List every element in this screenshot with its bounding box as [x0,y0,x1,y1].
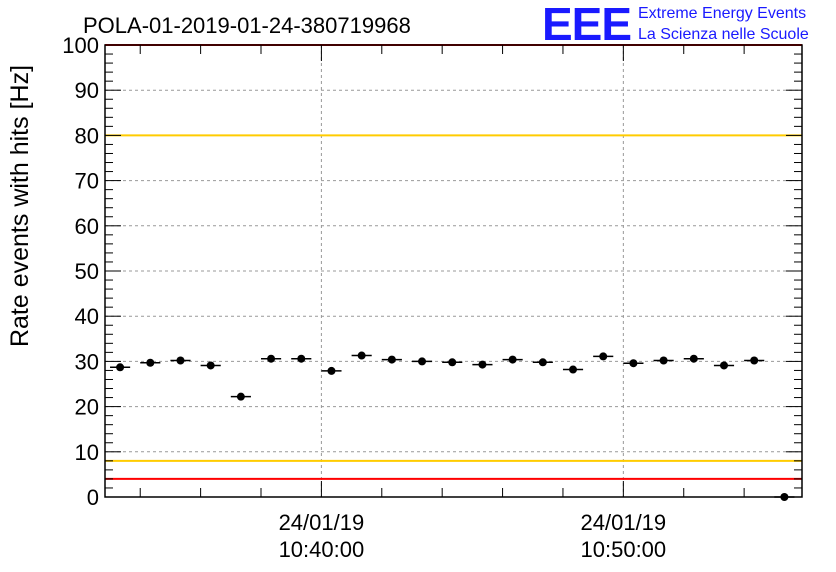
x-tick-label-time: 10:50:00 [581,537,667,562]
y-tick-label: 100 [62,33,99,58]
data-point [448,358,457,367]
reference-lines [105,44,802,480]
data-point [236,392,245,401]
data-point [750,356,759,365]
y-tick-label: 20 [75,395,99,420]
data-point [689,354,698,363]
logo-line-2: La Scienza nelle Scuole [638,26,809,43]
y-tick-label: 70 [75,169,99,194]
data-point [659,356,668,365]
data-point [116,363,125,372]
data-point [206,361,215,370]
data-point [508,355,517,364]
y-tick-label: 40 [75,304,99,329]
data-point [387,355,396,364]
data-point [418,357,427,366]
y-tick-label: 10 [75,440,99,465]
data-point [176,356,185,365]
x-tick-label-time: 10:40:00 [279,537,365,562]
y-tick-label: 60 [75,214,99,239]
x-tick-label-date: 24/01/19 [279,510,365,535]
data-point [780,493,789,501]
data-points [110,351,795,501]
y-axis-title: Rate events with hits [Hz] [6,65,34,347]
logo-line-1: Extreme Energy Events [638,5,806,22]
data-point [599,352,608,361]
y-axis: 0 10 20 30 40 50 60 70 80 90 100 [62,33,802,510]
data-point [297,354,306,363]
data-point [569,365,578,374]
y-tick-label: 90 [75,78,99,103]
y-tick-label: 50 [75,259,99,284]
data-point [478,360,487,369]
grid-lines [105,45,802,497]
data-point [267,354,276,363]
y-tick-label: 0 [87,485,99,510]
data-point [719,361,728,370]
chart-title: POLA-01-2019-01-24-380719968 [83,13,411,38]
data-point [357,351,366,360]
x-tick-label-date: 24/01/19 [581,510,667,535]
data-point [146,358,155,367]
eee-logo: EEE Extreme Energy Events La Scienza nel… [542,0,809,50]
y-tick-label: 80 [75,123,99,148]
logo-mark: EEE [542,0,631,50]
data-point [629,359,638,368]
data-point [327,366,336,375]
y-tick-label: 30 [75,349,99,374]
data-point [538,358,547,367]
